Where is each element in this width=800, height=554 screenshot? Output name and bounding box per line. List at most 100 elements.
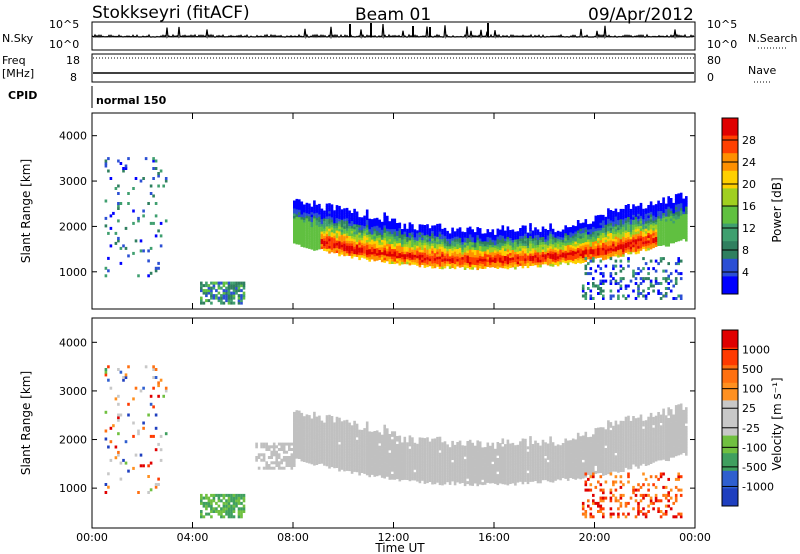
velocity-cell [383,454,386,458]
velocity-cell [569,472,572,476]
power-cell [345,225,349,229]
velocity-cell [363,446,366,450]
velocity-cell [413,472,417,476]
power-cell [471,234,474,238]
velocity-cell [574,455,577,459]
velocity-cell [348,454,351,458]
power-cell [416,235,419,239]
power-cell [403,238,407,242]
power-cell [624,230,628,233]
power-cell [546,257,550,261]
velocity-cell [571,454,575,458]
power-cell [388,231,392,235]
power-cell [501,232,505,236]
power-cell [544,231,547,235]
velocity-cell [448,460,452,464]
velocity-cell [483,449,487,453]
velocity-cell [516,458,520,462]
power-cell [564,240,567,244]
power-cell [612,264,615,268]
power-cell [436,231,439,235]
power-cell [107,231,110,235]
power-cell [627,206,630,210]
power-cell [348,223,351,226]
power-cell [549,263,552,267]
velocity-cell [370,471,374,475]
velocity-cell [489,451,492,455]
power-cell [222,291,226,295]
power-cell [471,266,474,270]
power-cell [305,225,309,229]
power-cell [489,239,492,243]
power-cell [406,243,409,247]
power-cell [659,223,663,226]
velocity-cell [561,459,565,463]
velocity-cell [383,475,386,479]
power-cell [431,238,434,241]
power-cell [619,248,623,252]
power-cell [612,231,615,234]
power-cell [164,219,168,223]
velocity-cell [373,441,376,445]
power-cell [217,284,221,288]
power-cell [446,263,449,267]
power-cell [433,227,437,231]
power-cell [240,281,243,285]
velocity-cell [428,449,432,453]
power-cell [627,241,630,245]
velocity-cell [531,454,535,458]
velocity-cell [594,457,598,461]
power-cell [446,230,449,234]
velocity-cell [333,435,336,439]
power-cell [428,245,432,249]
power-cell [355,211,359,215]
velocity-cell [494,454,497,458]
power-cell [622,223,625,227]
power-cell [561,247,565,250]
velocity-cell [581,443,585,447]
power-cell [529,245,532,249]
power-cell [340,224,344,228]
velocity-cell [406,463,409,467]
power-cell [644,228,648,232]
power-cell [355,229,359,232]
velocity-cell [330,461,334,465]
power-cell [629,221,633,225]
power-cell [132,221,135,225]
power-cell [458,242,462,246]
velocity-cell [325,460,329,464]
power-cell [521,247,525,251]
velocity-cell [554,469,557,473]
velocity-cell [368,439,371,443]
power-cell [408,257,412,261]
power-cell [461,249,464,253]
velocity-cell [443,454,447,458]
power-cell [539,251,542,255]
power-cell [609,272,613,276]
power-cell [340,239,344,243]
velocity-cell [353,460,356,464]
velocity-cell [338,431,341,434]
power-cell [682,198,685,202]
velocity-cell [353,420,356,424]
power-cell [685,218,688,222]
power-cell [514,256,517,260]
velocity-cell [408,443,412,447]
velocity-cell [544,453,547,456]
power-cell [574,246,577,250]
power-cell [652,232,655,236]
power-cell [345,207,349,211]
power-cell [335,247,339,251]
power-cell [375,225,379,229]
power-cell [471,256,474,260]
power-cell [551,236,555,240]
power-cell [458,237,462,241]
velocity-cell [559,466,562,470]
velocity-cell [386,441,389,445]
velocity-cell [310,423,314,427]
power-cell [325,213,329,217]
power-cell [541,244,545,247]
power-cell [441,233,444,237]
power-cell [607,223,610,227]
velocity-cell [529,457,532,461]
